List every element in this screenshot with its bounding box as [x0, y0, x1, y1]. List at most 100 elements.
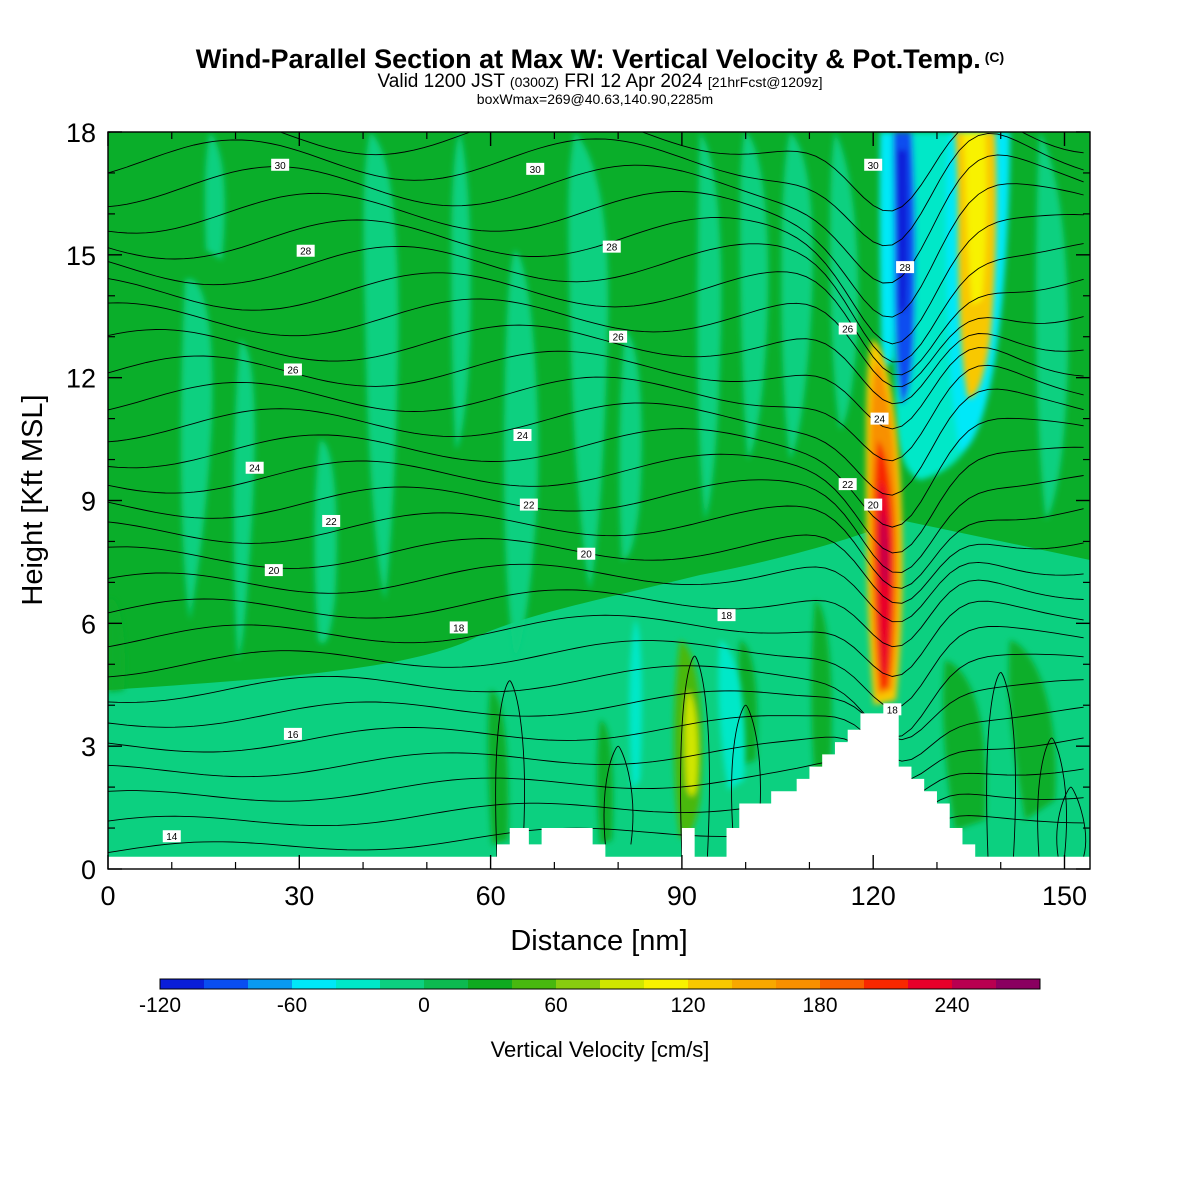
- theta-label-text: 20: [268, 566, 280, 577]
- theta-contour-line: [108, 653, 1084, 738]
- theta-label-box: [526, 162, 545, 175]
- theta-label-text: 20: [581, 550, 593, 561]
- theta-contour-loop: [731, 704, 761, 833]
- y-tick-label: 15: [66, 241, 96, 271]
- x-tick-label: 120: [851, 881, 896, 911]
- theta-contour-line: [108, 347, 1084, 430]
- colorbar-swatch: [248, 979, 293, 989]
- theta-label-text: 22: [326, 517, 338, 528]
- secondary-updraft-near-136: [955, 132, 997, 399]
- theta-label-text: 18: [453, 623, 465, 634]
- theta-label-text: 18: [721, 611, 733, 622]
- theta-contour-label: 28: [296, 244, 315, 258]
- theta-label-text: 30: [275, 161, 287, 172]
- colorbar-swatch: [776, 979, 821, 989]
- theta-contour-loop: [603, 745, 634, 845]
- theta-contour-label: 24: [513, 428, 532, 442]
- colorbar-swatch: [952, 979, 997, 989]
- y-tick-label: 9: [81, 487, 96, 517]
- y-tick-label: 18: [66, 118, 96, 148]
- theta-label-box: [896, 261, 915, 274]
- theta-contour-label: 28: [896, 261, 915, 274]
- theta-label-box: [449, 621, 468, 634]
- theta-label-box: [602, 240, 621, 253]
- weak-updraft-near-90: [629, 620, 745, 839]
- valid-time: Valid 1200 JST (0300Z) FRI 12 Apr 2024 […: [0, 72, 1200, 92]
- theta-contour-label: 30: [864, 158, 883, 172]
- theta-contour-label: 16: [283, 727, 302, 741]
- y-tick-label: 6: [81, 609, 96, 639]
- y-tick-label: 0: [81, 855, 96, 885]
- colorbar-tick-label: 240: [934, 994, 969, 1017]
- colorbar-swatch: [468, 979, 513, 989]
- theta-contour-line: [108, 243, 1084, 363]
- theta-label-text: 16: [287, 730, 299, 741]
- theta-label-box: [609, 330, 628, 343]
- theta-contour-labels: 30 30 30 28 28 28 26 26 26 24 24 24 22 22 22 20 20 20 18 18…: [162, 158, 915, 843]
- theta-contour-label: 18: [717, 609, 736, 622]
- colorbar: -120 -60 0 60 120 180 240: [139, 978, 1041, 1017]
- forecast-info: [21hrFcst@1209z]: [707, 74, 823, 90]
- theta-contour-label: 28: [602, 240, 621, 254]
- theta-label-text: 28: [606, 243, 618, 254]
- colorbar-tick-label: -120: [139, 994, 181, 1017]
- colorbar-tick-label: 180: [802, 994, 837, 1017]
- theta-contour-line: [108, 736, 1084, 781]
- theta-contour-label: 20: [864, 498, 883, 512]
- colorbar-swatch: [908, 979, 953, 989]
- theta-contour-line: [108, 679, 1084, 741]
- theta-contour-line: [108, 214, 1084, 345]
- theta-label-box: [838, 478, 857, 491]
- colorbar-swatch: [644, 979, 689, 989]
- x-tick-label: 30: [284, 881, 314, 911]
- theta-contour-label: 24: [870, 412, 889, 426]
- theta-label-text: 22: [842, 480, 854, 491]
- chart-title: Wind-Parallel Section at Max W: Vertical…: [0, 42, 1200, 74]
- theta-label-box: [283, 363, 302, 376]
- theta-contour-line: [108, 298, 1084, 388]
- theta-contour-line: [108, 561, 1084, 623]
- copyright-mark: (C): [984, 49, 1005, 65]
- y-axis-title: Height [Kft MSL]: [17, 394, 49, 605]
- colorbar-swatch: [204, 979, 249, 989]
- theta-contour-layer: [108, 132, 1087, 857]
- theta-contour-line: [108, 505, 1084, 589]
- valid-utc: (0300Z): [509, 74, 559, 90]
- valid-prefix: Valid 1200 JST: [377, 71, 505, 92]
- theta-contour-loop: [495, 680, 525, 857]
- theta-label-box: [245, 461, 264, 474]
- theta-label-box: [577, 547, 596, 560]
- theta-label-box: [864, 498, 883, 511]
- colorbar-swatch: [292, 979, 337, 989]
- theta-contour-line: [108, 625, 1084, 709]
- theta-label-box: [513, 428, 532, 441]
- theta-contour-label: 14: [162, 830, 181, 843]
- theta-label-box: [717, 609, 736, 622]
- colorbar-tick-label: 60: [544, 994, 567, 1017]
- theta-label-text: 26: [613, 333, 625, 344]
- theta-label-text: 14: [166, 832, 178, 843]
- theta-contour-line: [108, 132, 1084, 247]
- title-block: Wind-Parallel Section at Max W: Vertical…: [0, 42, 1200, 107]
- colorbar-tick-label: -60: [277, 994, 307, 1017]
- theta-contour-line: [108, 271, 1084, 376]
- colorbar-swatch: [732, 979, 777, 989]
- x-tick-label: 0: [100, 881, 115, 911]
- theta-label-box: [162, 830, 181, 843]
- theta-contour-line: [108, 388, 1084, 496]
- theta-contour-line: [108, 706, 1084, 762]
- theta-label-text: 28: [300, 247, 312, 258]
- theta-label-text: 18: [887, 705, 899, 716]
- theta-contour-label: 22: [322, 514, 341, 528]
- theta-label-text: 26: [287, 365, 299, 376]
- theta-contour-line: [108, 183, 1084, 318]
- theta-contour-line: [108, 364, 1084, 462]
- theta-label-box: [283, 727, 302, 740]
- theta-contour-line: [108, 475, 1084, 573]
- theta-contour-label: 22: [519, 498, 538, 512]
- theta-label-box: [322, 514, 341, 527]
- theta-contour-label: 26: [283, 363, 302, 376]
- theta-label-text: 24: [517, 431, 529, 442]
